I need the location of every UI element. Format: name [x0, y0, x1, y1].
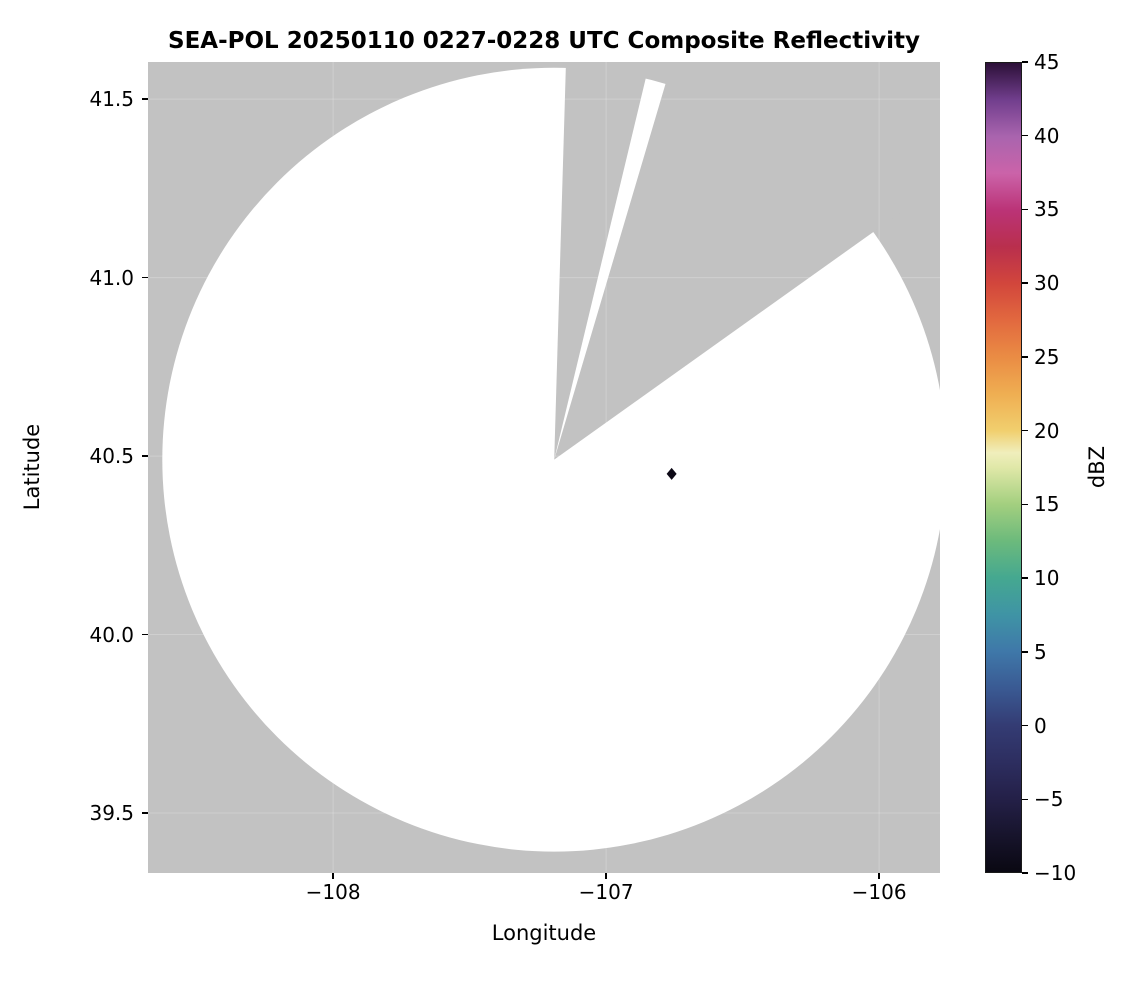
colorbar-gradient — [986, 63, 1021, 872]
colorbar-tick-label: 20 — [1034, 418, 1060, 443]
colorbar-tick-label: −5 — [1034, 787, 1064, 812]
colorbar-tick-label: 10 — [1034, 566, 1060, 591]
y-tick-label: 41.0 — [89, 265, 134, 290]
colorbar-tick-mark — [1022, 282, 1028, 284]
y-tick-mark — [142, 633, 148, 636]
colorbar-tick-mark — [1022, 724, 1028, 727]
colorbar-tick-label: 45 — [1034, 50, 1060, 74]
colorbar-label: dBZ — [1085, 445, 1109, 489]
colorbar-tick-mark — [1022, 503, 1028, 506]
blocked-sector — [554, 62, 650, 460]
colorbar-tick-label: 35 — [1034, 197, 1060, 222]
colorbar-tick-label: 30 — [1034, 271, 1060, 296]
y-tick-mark — [142, 276, 148, 279]
colorbar-tick-label: 40 — [1034, 123, 1060, 148]
y-axis-label: Latitude — [20, 423, 44, 511]
x-tick-label: −107 — [578, 880, 634, 904]
blocked-sector — [554, 62, 940, 460]
plot-area — [148, 62, 940, 873]
colorbar-tick-mark — [1022, 61, 1028, 63]
y-tick-label: 41.5 — [89, 87, 134, 112]
x-tick-mark — [332, 873, 334, 879]
colorbar-tick-label: 15 — [1034, 492, 1060, 517]
chart-title: SEA-POL 20250110 0227-0228 UTC Composite… — [168, 28, 920, 54]
x-tick-mark — [605, 873, 607, 879]
radar-ppi-canvas — [148, 62, 940, 873]
x-tick-label: −106 — [851, 880, 907, 904]
colorbar-tick-mark — [1022, 429, 1028, 432]
y-tick-mark — [142, 455, 148, 457]
colorbar-tick-label: 25 — [1034, 344, 1060, 369]
colorbar-tick-mark — [1022, 134, 1028, 137]
colorbar-tick-label: 5 — [1034, 639, 1047, 664]
colorbar — [985, 62, 1022, 873]
x-axis-label: Longitude — [491, 921, 597, 945]
x-tick-mark — [878, 873, 880, 879]
colorbar-tick-mark — [1022, 651, 1028, 653]
echo-marker-diamond — [666, 467, 677, 480]
colorbar-tick-mark — [1022, 356, 1028, 358]
colorbar-tick-mark — [1022, 577, 1028, 579]
colorbar-tick-mark — [1022, 208, 1028, 211]
colorbar-tick-mark — [1022, 798, 1028, 801]
colorbar-tick-mark — [1022, 872, 1028, 874]
y-tick-label: 40.5 — [89, 444, 134, 469]
x-tick-label: −108 — [305, 880, 361, 904]
y-tick-label: 39.5 — [89, 801, 134, 826]
y-tick-label: 40.0 — [89, 622, 134, 647]
colorbar-tick-label: −10 — [1034, 861, 1077, 885]
colorbar-tick-label: 0 — [1034, 713, 1047, 738]
y-tick-mark — [142, 98, 148, 100]
y-tick-mark — [142, 812, 148, 814]
